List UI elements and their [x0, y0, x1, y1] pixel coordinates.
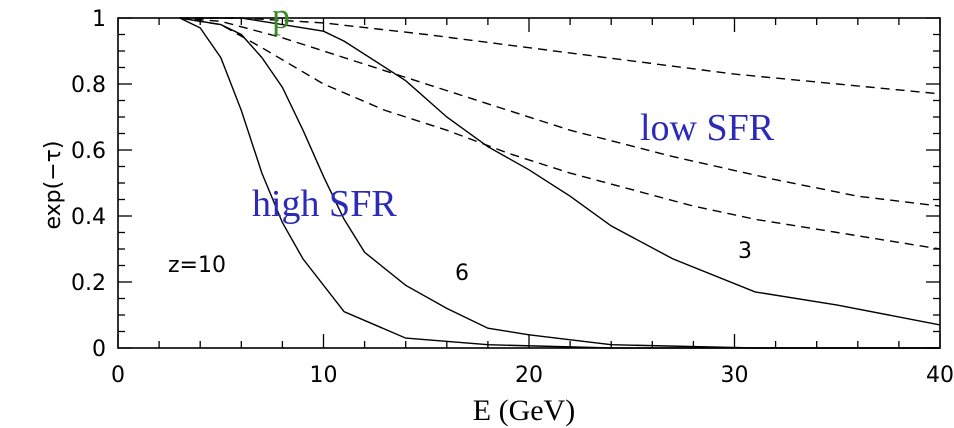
y-tick-label: 0.2	[71, 271, 106, 296]
axes-frame	[117, 17, 941, 349]
axis-ticks	[117, 17, 941, 349]
series-line-high-sfr-2	[179, 17, 941, 326]
cut-off-glyph: p	[272, 0, 290, 36]
y-tick-label: 0.8	[71, 73, 106, 98]
y-tick-label: 0.4	[71, 205, 106, 230]
curve-label-z6: 6	[455, 261, 469, 286]
high-sfr-label: high SFR	[252, 183, 397, 225]
series-layer	[179, 17, 941, 349]
series-line-high-sfr-0	[179, 17, 940, 349]
x-tick-label: 30	[721, 363, 749, 388]
x-tick-label: 0	[111, 363, 125, 388]
x-tick-label: 10	[310, 363, 338, 388]
y-tick-label: 0	[92, 337, 106, 362]
axes-box	[117, 17, 941, 349]
y-tick-label: 1	[92, 7, 106, 32]
curve-label-z3: 3	[738, 239, 752, 264]
y-axis-title: exp(−τ)	[41, 141, 66, 230]
x-tick-label: 40	[926, 363, 954, 388]
low-sfr-label: low SFR	[640, 107, 775, 149]
curve-label-z10: z=10	[168, 253, 226, 278]
series-line-high-sfr-1	[179, 17, 940, 349]
y-tick-label: 0.6	[71, 139, 106, 164]
series-line-low-sfr-3	[179, 17, 941, 95]
series-line-low-sfr-4	[179, 17, 941, 207]
tick-labels: 0 10 20 30 40 0 0.2 0.4 0.6 0.8 1	[71, 7, 954, 388]
x-axis-title: E (GeV)	[473, 394, 575, 427]
x-tick-label: 20	[515, 363, 543, 388]
